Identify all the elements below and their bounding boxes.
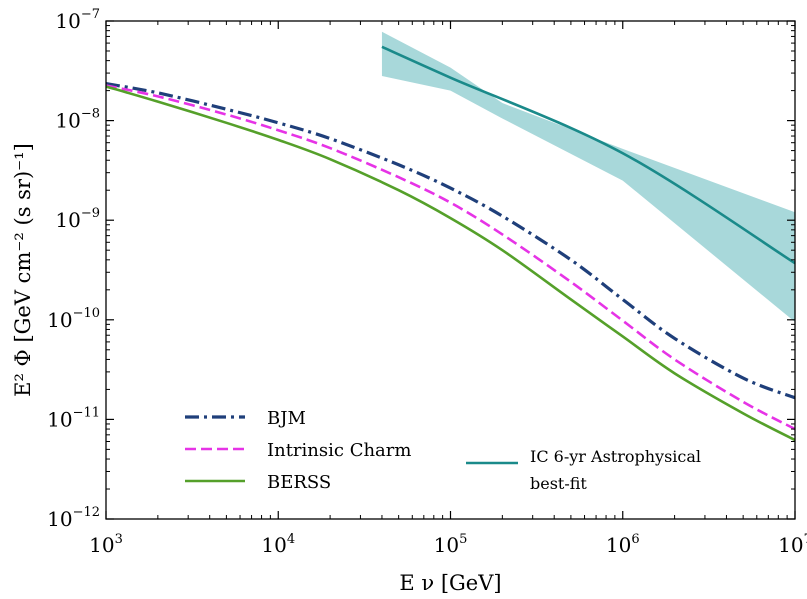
axes: 103 104 105 106 107 10−12 10−11 10−10 10−9 10−8 10… bbox=[11, 7, 807, 595]
y-tick-label: 10−8 bbox=[55, 107, 100, 133]
legend-label-1: Intrinsic Charm bbox=[267, 440, 411, 461]
y-tick-label: 10−7 bbox=[55, 7, 100, 33]
y-tick-label: 10−12 bbox=[47, 505, 100, 531]
legend: BJM Intrinsic Charm BERSS IC 6-yr Astrophys… bbox=[185, 408, 701, 493]
legend-label-2: BERSS bbox=[267, 472, 331, 493]
x-axis-title: E ν [GeV] bbox=[399, 571, 501, 595]
legend-label-3-line1: IC 6-yr Astrophysical bbox=[530, 447, 701, 466]
x-tick-label: 104 bbox=[261, 532, 295, 557]
y-tick-label: 10−10 bbox=[47, 306, 100, 332]
series-line-1 bbox=[106, 84, 795, 431]
y-tick-label: 10−11 bbox=[47, 405, 100, 431]
legend-label-3-line2: best-fit bbox=[530, 474, 587, 493]
series-line-2 bbox=[106, 85, 795, 442]
y-axis-title: E² Φ [GeV cm⁻² (s sr)⁻¹] bbox=[11, 143, 35, 397]
plot-frame bbox=[105, 20, 796, 520]
y-tick-label: 10−9 bbox=[55, 206, 100, 232]
uncertainty-band-0 bbox=[381, 31, 795, 323]
x-tick-label: 103 bbox=[89, 532, 123, 557]
x-tick-label: 105 bbox=[434, 532, 468, 557]
series-line-3 bbox=[381, 45, 795, 265]
plot-area bbox=[106, 31, 795, 442]
legend-label-0: BJM bbox=[267, 408, 306, 429]
plot-clip-group bbox=[106, 31, 795, 442]
x-tick-label: 106 bbox=[606, 532, 640, 557]
series-line-0 bbox=[106, 82, 795, 400]
x-tick-label: 107 bbox=[778, 532, 807, 557]
